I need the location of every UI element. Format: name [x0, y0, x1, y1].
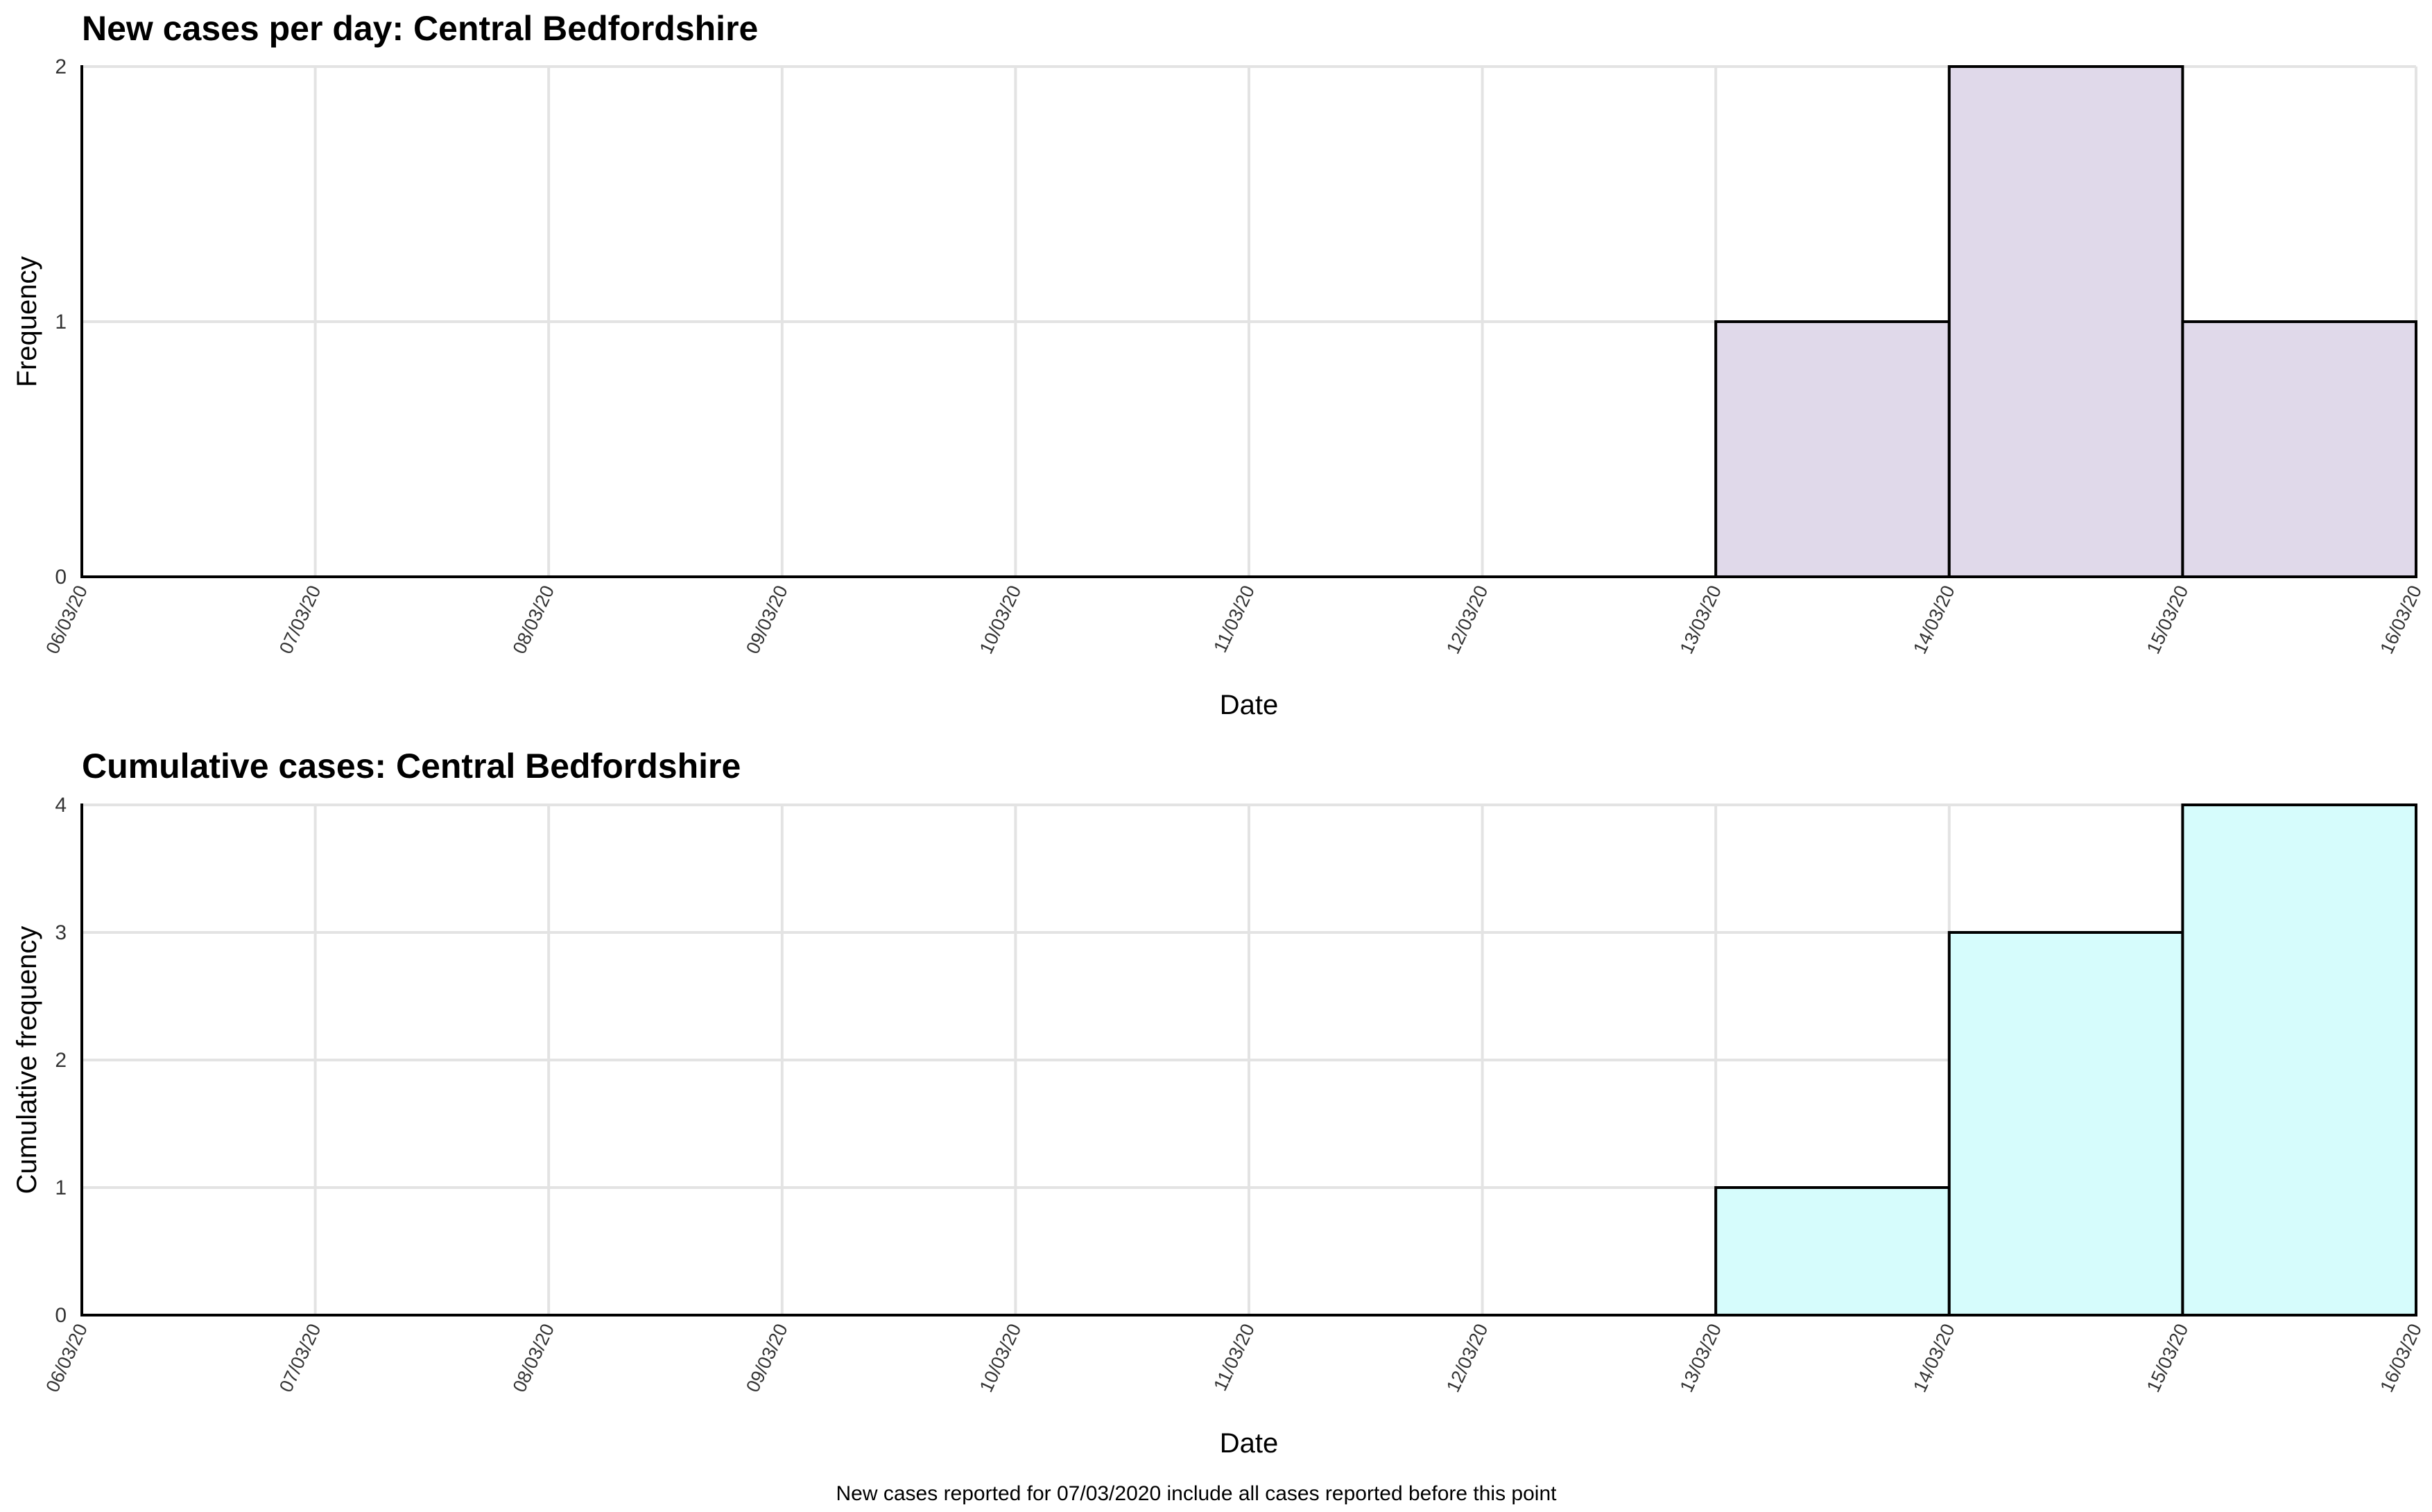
x-tick-label: 07/03/20 [275, 582, 325, 657]
x-tick-label: 06/03/20 [42, 582, 92, 657]
x-tick-label: 11/03/20 [1209, 582, 1259, 656]
histogram-bar [1714, 1186, 1951, 1317]
x-axis-label: Date [1220, 1428, 1279, 1459]
x-tick-label: 06/03/20 [42, 1321, 92, 1396]
x-tick-label: 09/03/20 [742, 582, 792, 657]
x-tick-label: 14/03/20 [1909, 582, 1959, 657]
y-tick-label: 1 [55, 1176, 67, 1199]
cumulative-cases-panel: Cumulative cases: Central Bedfordshire 0 1… [12, 747, 2426, 1459]
x-tick-label: 10/03/20 [976, 582, 1026, 657]
x-tick-label: 15/03/20 [2143, 582, 2193, 657]
chart-title: New cases per day: Central Bedfordshire [82, 9, 758, 48]
histogram-bar [1947, 931, 2184, 1317]
histogram-bar [2181, 320, 2417, 578]
y-axis-label: Cumulative frequency [12, 926, 42, 1194]
y-tick-label: 0 [55, 1304, 67, 1327]
histogram-bar [1947, 65, 2184, 578]
x-tick-label: 15/03/20 [2143, 1321, 2193, 1396]
x-tick-label: 08/03/20 [509, 582, 559, 657]
chart-caption: New cases reported for 07/03/2020 includ… [836, 1482, 1558, 1505]
x-tick-label: 07/03/20 [275, 1321, 325, 1396]
x-tick-label: 13/03/20 [1676, 582, 1726, 657]
y-tick-label: 4 [55, 794, 67, 817]
y-axis-label: Frequency [12, 257, 42, 388]
x-tick-label: 12/03/20 [1442, 582, 1492, 657]
histogram-bar [1714, 320, 1951, 578]
y-tick-label: 3 [55, 921, 67, 944]
x-tick-label: 11/03/20 [1209, 1321, 1259, 1394]
histogram-bar [2181, 803, 2417, 1317]
x-tick-label: 16/03/20 [2376, 582, 2426, 657]
y-tick-label: 2 [55, 55, 67, 78]
x-tick-label: 09/03/20 [742, 1321, 792, 1396]
x-tick-label: 08/03/20 [509, 1321, 559, 1396]
x-tick-label: 13/03/20 [1676, 1321, 1726, 1396]
x-tick-label: 14/03/20 [1909, 1321, 1959, 1396]
x-axis-label: Date [1220, 690, 1279, 720]
x-tick-label: 16/03/20 [2376, 1321, 2426, 1396]
x-tick-label: 12/03/20 [1442, 1321, 1492, 1396]
chart-title: Cumulative cases: Central Bedfordshire [82, 747, 741, 785]
y-tick-label: 2 [55, 1049, 67, 1072]
x-tick-label: 10/03/20 [976, 1321, 1026, 1396]
y-tick-label: 0 [55, 566, 67, 589]
y-tick-label: 1 [55, 311, 67, 333]
new-cases-panel: New cases per day: Central Bedfordshire 0… [12, 9, 2426, 720]
